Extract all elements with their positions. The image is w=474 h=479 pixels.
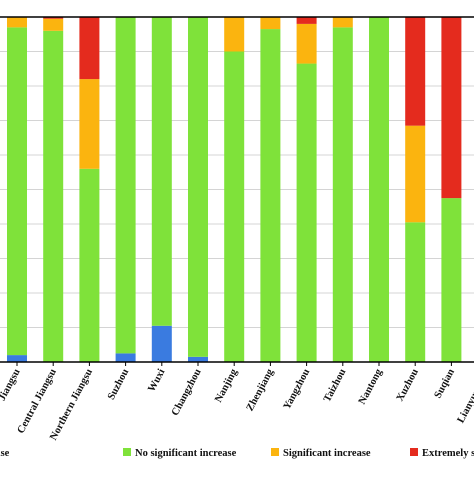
legend: Significant decrease No significant incre… (0, 448, 474, 459)
bar-segment-significant-increase (224, 17, 245, 52)
bar-segment-no-significant-increase (332, 27, 353, 362)
bar-segment-no-significant-increase (224, 51, 245, 362)
legend-swatch-no-significant-increase (123, 448, 131, 456)
x-tick-label: Central Jiangsu (16, 367, 59, 435)
bar-segment-no-significant-increase (79, 168, 100, 362)
legend-label: No significant increase (135, 448, 237, 459)
bar-segment-no-significant-increase (151, 17, 172, 326)
x-tick-label: Suzhou (106, 367, 131, 402)
bar-segment-no-significant-increase (188, 17, 208, 357)
bar-segment-extremely-significant-increase (296, 17, 317, 24)
x-tick-label: Nanjing (213, 367, 240, 405)
bar-segment-extremely-significant-increase (441, 17, 462, 199)
bar-segment-significant-decrease (151, 325, 172, 362)
x-tick-label: Lianyungang (456, 367, 474, 425)
bar-segment-no-significant-increase (43, 30, 64, 363)
bar-segment-no-significant-increase (369, 17, 389, 362)
legend-swatch-significant-increase (271, 448, 279, 456)
bar-segment-no-significant-increase (260, 29, 281, 362)
bar-segment-no-significant-increase (405, 222, 426, 362)
bar-segment-significant-decrease (7, 355, 27, 362)
legend-label: Significant increase (283, 448, 371, 459)
bar-segment-no-significant-increase (441, 198, 462, 362)
x-tick-label: Wuxi (146, 367, 167, 394)
bar-segment-no-significant-increase (7, 27, 27, 356)
x-tick-label: Changzhou (170, 367, 204, 418)
bar-segment-extremely-significant-increase (43, 17, 64, 19)
axes (0, 16, 474, 366)
bar-segment-no-significant-increase (115, 17, 136, 354)
bar-segment-significant-decrease (188, 356, 208, 362)
bars (7, 17, 462, 363)
x-tick-label: Zhenjiang (245, 367, 277, 414)
x-tick-label: Xuzhou (395, 367, 421, 403)
x-tick-label: Nantong (357, 367, 385, 407)
x-tick-label: Yangzhou (282, 367, 313, 411)
x-tick-label: Suqian (433, 367, 458, 400)
bar-segment-significant-increase (296, 23, 317, 64)
bar-segment-significant-increase (43, 18, 64, 31)
x-tick-label: Taizhou (322, 367, 349, 404)
legend-label: Extremely significant increase (422, 448, 474, 459)
legend-label: Significant decrease (0, 448, 10, 459)
bar-segment-no-significant-increase (296, 63, 317, 362)
bar-segment-extremely-significant-increase (79, 17, 100, 80)
bar-segment-significant-increase (79, 79, 100, 169)
bar-segment-significant-increase (260, 17, 281, 30)
legend-swatch-extremely-significant-increase (410, 448, 418, 456)
bar-segment-significant-increase (332, 17, 353, 28)
bar-segment-significant-increase (7, 17, 27, 28)
bar-segment-significant-decrease (115, 353, 136, 362)
x-tick-label: Jiangsu (0, 367, 23, 403)
bar-segment-significant-increase (405, 125, 426, 223)
bar-segment-extremely-significant-increase (405, 17, 426, 126)
